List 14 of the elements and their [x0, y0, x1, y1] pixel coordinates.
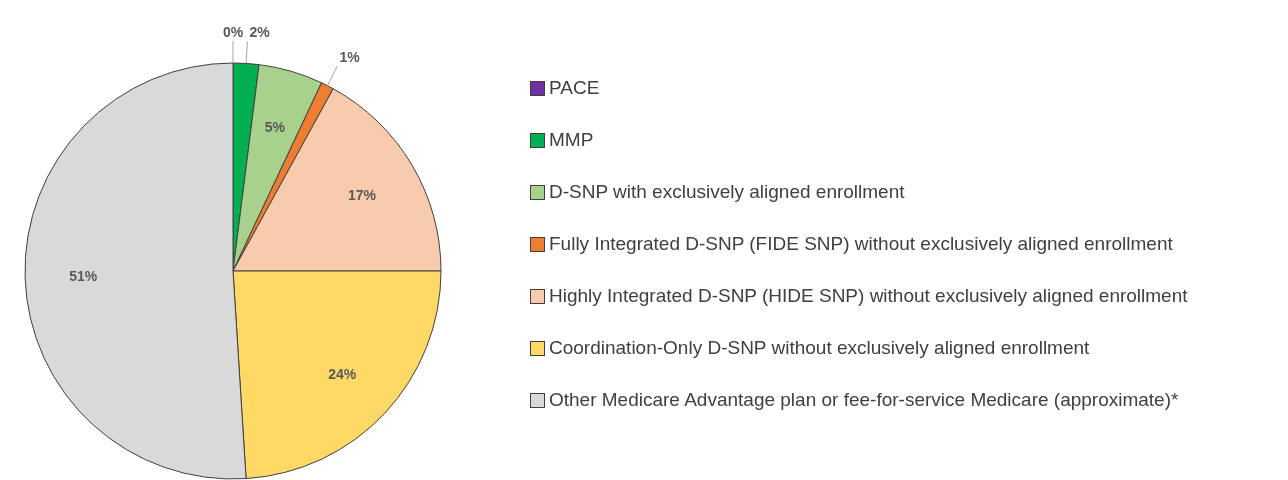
text: 0%: [222, 24, 244, 40]
data-label: 24%: [328, 365, 357, 382]
data-label: 2%: [249, 24, 271, 41]
legend-label: PACE: [549, 76, 600, 100]
legend-label: Fully Integrated D-SNP (FIDE SNP) without exclusively aligned enrollment: [549, 232, 1173, 256]
legend-label: Coordination-Only D-SNP without exclusively aligned enrollment: [549, 336, 1090, 360]
legend-label: Highly Integrated D-SNP (HIDE SNP) without exclusively aligned enrollment: [549, 284, 1188, 308]
data-label: 17%: [347, 186, 377, 203]
legend-label: Other Medicare Advantage plan or fee-for-service Medicare (approximate)*: [549, 388, 1179, 412]
data-label: 51%: [69, 267, 98, 284]
data-label: 5%: [264, 119, 286, 136]
legend-label: MMP: [549, 128, 594, 152]
data-label: 1%: [339, 49, 361, 66]
legend-label: D-SNP with exclusively aligned enrollment: [549, 180, 905, 204]
